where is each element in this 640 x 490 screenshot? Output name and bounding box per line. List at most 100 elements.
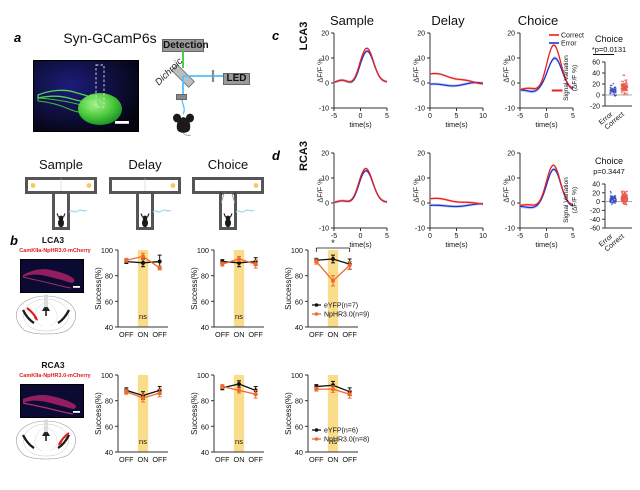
svg-text:ΔF/F %: ΔF/F % bbox=[502, 58, 511, 83]
svg-text:OFF: OFF bbox=[309, 455, 324, 464]
svg-text:time(s): time(s) bbox=[535, 120, 557, 129]
svg-text:Success(%): Success(%) bbox=[94, 392, 103, 435]
svg-text:20: 20 bbox=[507, 31, 515, 38]
svg-text:(ΔF/F %): (ΔF/F %) bbox=[572, 65, 579, 91]
svg-text:0: 0 bbox=[428, 233, 432, 240]
svg-text:-10: -10 bbox=[415, 106, 425, 113]
svg-text:5: 5 bbox=[385, 233, 389, 240]
svg-text:time(s): time(s) bbox=[349, 120, 371, 129]
svg-text:(ΔF/F %): (ΔF/F %) bbox=[572, 187, 579, 213]
svg-text:40: 40 bbox=[295, 448, 303, 457]
svg-text:0: 0 bbox=[596, 199, 600, 206]
svg-text:ΔF/F %: ΔF/F % bbox=[502, 178, 511, 203]
svg-text:0: 0 bbox=[359, 113, 363, 120]
svg-text:0: 0 bbox=[511, 81, 515, 88]
svg-text:40: 40 bbox=[592, 71, 600, 78]
svg-text:40: 40 bbox=[201, 323, 209, 332]
svg-text:20: 20 bbox=[592, 82, 600, 89]
svg-text:eYFP(n=6): eYFP(n=6) bbox=[324, 428, 358, 435]
svg-text:-40: -40 bbox=[590, 217, 600, 224]
svg-text:-10: -10 bbox=[505, 106, 515, 113]
svg-text:20: 20 bbox=[321, 151, 329, 158]
svg-text:-10: -10 bbox=[505, 226, 515, 233]
svg-text:40: 40 bbox=[295, 323, 303, 332]
svg-text:40: 40 bbox=[105, 323, 113, 332]
svg-text:-10: -10 bbox=[319, 226, 329, 233]
svg-text:0: 0 bbox=[325, 201, 329, 208]
svg-text:0: 0 bbox=[428, 113, 432, 120]
svg-text:40: 40 bbox=[592, 182, 600, 189]
svg-text:100: 100 bbox=[291, 246, 303, 255]
svg-text:0: 0 bbox=[545, 113, 549, 120]
svg-text:ns: ns bbox=[139, 312, 147, 321]
svg-text:60: 60 bbox=[201, 422, 209, 431]
svg-text:100: 100 bbox=[197, 371, 209, 380]
svg-text:60: 60 bbox=[592, 60, 600, 67]
svg-text:5: 5 bbox=[571, 113, 575, 120]
svg-text:OFF: OFF bbox=[342, 455, 357, 464]
svg-text:5: 5 bbox=[385, 113, 389, 120]
svg-text:0: 0 bbox=[596, 93, 600, 100]
svg-text:20: 20 bbox=[592, 190, 600, 197]
svg-text:60: 60 bbox=[201, 297, 209, 306]
svg-text:ns: ns bbox=[139, 437, 147, 446]
svg-text:ON: ON bbox=[138, 455, 149, 464]
svg-text:ON: ON bbox=[328, 330, 339, 339]
svg-text:OFF: OFF bbox=[152, 455, 167, 464]
svg-text:Success(%): Success(%) bbox=[284, 392, 293, 435]
svg-text:OFF: OFF bbox=[215, 455, 230, 464]
svg-text:60: 60 bbox=[295, 297, 303, 306]
svg-text:5: 5 bbox=[571, 233, 575, 240]
svg-text:ns: ns bbox=[235, 312, 243, 321]
svg-text:-5: -5 bbox=[331, 113, 337, 120]
svg-text:-5: -5 bbox=[517, 233, 523, 240]
svg-text:time(s): time(s) bbox=[445, 240, 467, 249]
svg-text:80: 80 bbox=[201, 272, 209, 281]
svg-text:60: 60 bbox=[105, 297, 113, 306]
svg-text:time(s): time(s) bbox=[445, 120, 467, 129]
svg-text:80: 80 bbox=[105, 397, 113, 406]
svg-text:Success(%): Success(%) bbox=[94, 267, 103, 310]
svg-text:-20: -20 bbox=[590, 208, 600, 215]
svg-text:OFF: OFF bbox=[248, 330, 263, 339]
svg-text:80: 80 bbox=[295, 397, 303, 406]
svg-text:-10: -10 bbox=[319, 106, 329, 113]
svg-text:ON: ON bbox=[234, 455, 245, 464]
svg-text:10: 10 bbox=[479, 113, 487, 120]
svg-text:5: 5 bbox=[455, 113, 459, 120]
svg-text:NpHR3.0(n=8): NpHR3.0(n=8) bbox=[324, 437, 369, 444]
svg-text:100: 100 bbox=[101, 371, 113, 380]
svg-text:-60: -60 bbox=[590, 226, 600, 233]
svg-text:ΔF/F %: ΔF/F % bbox=[316, 178, 325, 203]
svg-text:60: 60 bbox=[295, 422, 303, 431]
svg-text:0: 0 bbox=[421, 201, 425, 208]
svg-text:Signal Variation: Signal Variation bbox=[563, 177, 570, 223]
svg-text:10: 10 bbox=[479, 233, 487, 240]
svg-text:ΔF/F %: ΔF/F % bbox=[412, 178, 421, 203]
svg-text:ON: ON bbox=[328, 455, 339, 464]
svg-text:ns: ns bbox=[235, 437, 243, 446]
svg-text:OFF: OFF bbox=[248, 455, 263, 464]
svg-text:0: 0 bbox=[545, 233, 549, 240]
svg-text:80: 80 bbox=[105, 272, 113, 281]
svg-text:ΔF/F %: ΔF/F % bbox=[412, 58, 421, 83]
svg-text:0: 0 bbox=[325, 81, 329, 88]
svg-text:OFF: OFF bbox=[152, 330, 167, 339]
svg-text:ΔF/F %: ΔF/F % bbox=[316, 58, 325, 83]
svg-text:100: 100 bbox=[101, 246, 113, 255]
svg-text:OFF: OFF bbox=[119, 455, 134, 464]
svg-text:ON: ON bbox=[138, 330, 149, 339]
svg-text:80: 80 bbox=[295, 272, 303, 281]
svg-text:80: 80 bbox=[201, 397, 209, 406]
svg-text:20: 20 bbox=[321, 31, 329, 38]
svg-text:OFF: OFF bbox=[342, 330, 357, 339]
svg-text:-5: -5 bbox=[517, 113, 523, 120]
svg-text:40: 40 bbox=[105, 448, 113, 457]
svg-text:Error: Error bbox=[561, 41, 577, 48]
svg-text:OFF: OFF bbox=[119, 330, 134, 339]
svg-text:ON: ON bbox=[234, 330, 245, 339]
svg-text:*: * bbox=[331, 238, 335, 248]
svg-text:time(s): time(s) bbox=[535, 240, 557, 249]
svg-text:OFF: OFF bbox=[215, 330, 230, 339]
svg-text:NpHR3.0(n=9): NpHR3.0(n=9) bbox=[324, 312, 369, 319]
